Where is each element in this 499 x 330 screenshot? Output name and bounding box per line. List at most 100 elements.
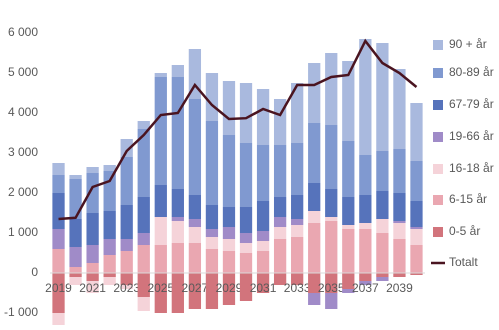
legend-swatch xyxy=(433,68,443,78)
bar-segment xyxy=(291,237,304,273)
total-line xyxy=(58,38,418,221)
bar-segment xyxy=(273,239,287,273)
bar-segment xyxy=(359,281,372,285)
bar-segment xyxy=(188,243,202,273)
bar-segment xyxy=(171,273,184,313)
bar-segment xyxy=(308,273,321,293)
y-tick-label: 1 000 xyxy=(8,225,38,239)
bar-segment xyxy=(273,145,287,197)
bar-segment xyxy=(308,183,321,211)
bar-segment xyxy=(86,213,99,245)
bar-segment xyxy=(308,63,321,123)
legend-label: 80-89 år xyxy=(449,65,494,79)
bar-segment xyxy=(205,229,219,237)
bar-segment xyxy=(342,289,355,293)
bar-segment xyxy=(137,233,150,245)
bar-segment xyxy=(325,53,338,125)
bar-segment xyxy=(376,233,389,273)
bar-segment xyxy=(222,273,236,305)
bar-segment xyxy=(376,219,389,233)
x-tick-label: 2025 xyxy=(147,281,174,295)
bar-segment xyxy=(239,253,253,273)
bar-segment xyxy=(171,189,184,217)
legend-label: 19-66 år xyxy=(449,129,494,143)
bar-segment xyxy=(239,143,253,207)
bar-segment xyxy=(205,205,219,229)
bar-segment xyxy=(52,313,65,329)
legend-swatch xyxy=(433,132,443,142)
bar-segment xyxy=(308,123,321,183)
bar-segment xyxy=(137,197,150,233)
y-tick-label: 0 xyxy=(31,265,38,279)
bar-segment xyxy=(137,121,150,129)
bar-segment xyxy=(154,73,167,77)
bar-segment xyxy=(188,273,202,309)
legend-label: 90 + år xyxy=(449,37,487,51)
bar-segment xyxy=(171,221,184,243)
x-tick-label: 2039 xyxy=(386,281,413,295)
bar-segment xyxy=(69,273,82,277)
bar-segment xyxy=(86,263,99,273)
bar-segment xyxy=(69,219,82,247)
bar-segment xyxy=(137,297,150,311)
bar-segment xyxy=(120,251,133,273)
bar-segment xyxy=(325,221,338,273)
bar-segment xyxy=(103,239,116,255)
bar-segment xyxy=(291,83,304,143)
bar-segment xyxy=(376,191,389,219)
y-tick-label: 5 000 xyxy=(8,65,38,79)
bar-segment xyxy=(239,233,253,243)
bar-segment xyxy=(256,201,270,231)
bar-segment xyxy=(273,273,287,285)
bar-segment xyxy=(273,227,287,239)
bar-segment xyxy=(410,227,423,229)
bar-segment xyxy=(393,149,406,193)
bar-segment xyxy=(69,267,82,273)
bar-segment xyxy=(410,103,423,161)
bar-segment xyxy=(52,163,65,175)
bar-segment xyxy=(256,231,270,241)
bar-segment xyxy=(205,249,219,273)
bar-segment xyxy=(376,273,389,277)
bar-segment xyxy=(188,99,202,195)
bar-segment xyxy=(325,293,338,309)
bar-segment xyxy=(256,89,270,145)
bar-segment xyxy=(239,83,253,143)
bar-segment xyxy=(86,245,99,263)
bar-segment xyxy=(86,273,99,281)
bar-segment xyxy=(154,273,167,313)
x-tick-label: 2033 xyxy=(284,281,311,295)
bar-segment xyxy=(376,151,389,191)
bar-segment xyxy=(359,155,372,195)
y-tick-label: 2 000 xyxy=(8,185,38,199)
bar-segment xyxy=(410,273,423,275)
bar-segment xyxy=(256,241,270,251)
y-tick-label: 6 000 xyxy=(8,25,38,39)
legend-swatch xyxy=(433,227,443,237)
bar-segment xyxy=(273,197,287,217)
bar-segment xyxy=(239,243,253,253)
bar-segment xyxy=(393,239,406,273)
bar-segment xyxy=(188,49,202,99)
bar-segment xyxy=(291,195,304,219)
bar-segment xyxy=(52,273,65,313)
bar-segment xyxy=(342,273,355,289)
bar-segment xyxy=(103,255,116,273)
legend-label: 0-5 år xyxy=(449,224,480,238)
bar-segment xyxy=(325,189,338,217)
legend-label: 6-15 år xyxy=(449,192,487,206)
legend-label: 16-18 år xyxy=(449,161,494,175)
bar-segment xyxy=(393,221,406,223)
bar-segment xyxy=(410,161,423,201)
bar-segment xyxy=(171,65,184,77)
legend-swatch xyxy=(433,164,443,174)
bar-segment xyxy=(188,219,202,227)
bar-segment xyxy=(69,277,82,285)
bar-segment xyxy=(154,185,167,217)
bar-segment xyxy=(342,61,355,141)
bar-segment xyxy=(273,217,287,227)
bar-segment xyxy=(69,247,82,267)
bar-segment xyxy=(120,157,133,205)
bar-segment xyxy=(393,193,406,221)
bar-segment xyxy=(103,165,116,171)
